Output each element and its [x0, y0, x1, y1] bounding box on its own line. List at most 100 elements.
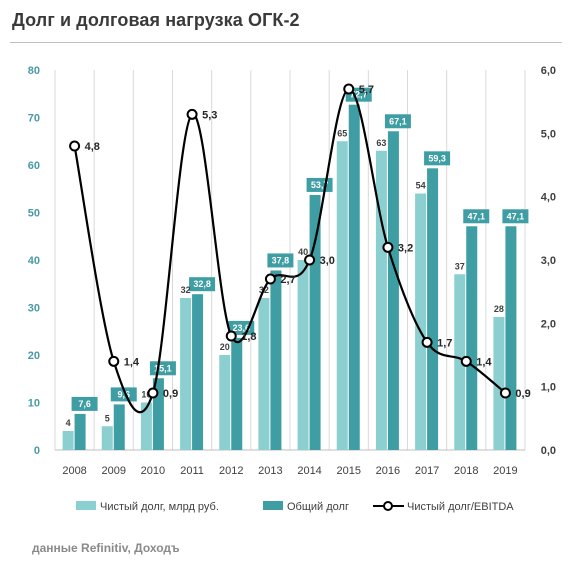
ratio-data-label: 5,7 — [359, 84, 374, 96]
y-left-tick-label: 30 — [28, 303, 40, 315]
y-right-tick-label: 2,0 — [541, 318, 556, 330]
net-debt-bar — [219, 355, 231, 450]
total-debt-bar — [231, 337, 243, 450]
net-debt-data-label: 5 — [105, 413, 110, 423]
net-debt-bar — [415, 193, 427, 450]
total-debt-data-label: 59,3 — [428, 153, 446, 163]
total-debt-bar — [348, 104, 360, 451]
x-tick-label: 2009 — [102, 465, 126, 477]
net-debt-bar — [493, 317, 505, 450]
total-debt-bar — [505, 226, 517, 450]
total-debt-label-box — [189, 277, 216, 292]
x-tick-label: 2015 — [337, 465, 361, 477]
ratio-point — [264, 273, 276, 285]
ratio-data-label: 3,2 — [398, 242, 413, 254]
net-debt-bar — [336, 141, 348, 450]
ratio-point — [421, 336, 433, 348]
total-debt-bar — [152, 378, 164, 450]
y-right-tick-label: 5,0 — [541, 128, 556, 140]
total-debt-data-label: 15,1 — [154, 363, 172, 373]
ratio-point — [460, 355, 472, 367]
net-debt-bar — [101, 426, 113, 450]
total-debt-label-box — [384, 114, 411, 129]
total-debt-bar — [387, 131, 399, 450]
y-left-tick-label: 40 — [28, 255, 40, 267]
y-right-tick-label: 6,0 — [541, 65, 556, 77]
x-tick-label: 2008 — [62, 465, 86, 477]
total-debt-data-label: 23,6 — [232, 323, 250, 333]
net-debt-bar — [258, 298, 270, 450]
legend-ratio-marker — [383, 501, 393, 511]
total-debt-bar — [113, 404, 125, 450]
total-debt-data-label: 53,7 — [311, 180, 329, 190]
total-debt-data-label: 47,1 — [467, 211, 485, 221]
title-divider — [10, 42, 562, 43]
ratio-point — [186, 108, 198, 120]
legend-ratio-label: Чистый долг/EBITDA — [407, 501, 514, 513]
ratio-point — [304, 254, 316, 266]
legend-net-debt-swatch — [76, 501, 96, 510]
total-debt-bar — [427, 168, 439, 450]
total-debt-bar — [270, 270, 282, 450]
ratio-data-label: 1,4 — [476, 356, 492, 368]
total-debt-data-label: 47,1 — [507, 211, 525, 221]
y-right-tick-label: 3,0 — [541, 255, 556, 267]
net-debt-data-label: 10 — [141, 390, 151, 400]
total-debt-label-box — [267, 253, 294, 268]
net-debt-data-label: 40 — [298, 247, 308, 257]
x-tick-label: 2013 — [258, 465, 282, 477]
net-debt-bar — [297, 260, 309, 450]
y-left-tick-label: 20 — [28, 350, 40, 362]
ratio-data-label: 0,9 — [163, 388, 178, 400]
x-tick-label: 2017 — [415, 465, 439, 477]
ratio-point — [69, 140, 81, 152]
chart-title: Долг и долговая нагрузка ОГК-2 — [12, 10, 300, 30]
y-right-tick-label: 4,0 — [541, 192, 556, 204]
net-debt-data-label: 32 — [181, 285, 191, 295]
y-left-tick-label: 60 — [28, 160, 40, 172]
net-debt-bar — [62, 431, 74, 450]
net-debt-data-label: 54 — [416, 181, 426, 191]
ratio-data-label: 4,8 — [85, 141, 100, 153]
net-debt-bar — [454, 274, 466, 450]
ratio-data-label: 1,4 — [124, 356, 140, 368]
x-tick-label: 2011 — [180, 465, 204, 477]
total-debt-bar — [192, 294, 204, 450]
legend-total-debt-swatch — [263, 501, 283, 510]
y-left-tick-label: 10 — [28, 398, 40, 410]
y-left-tick-label: 80 — [28, 65, 40, 77]
ratio-data-label: 5,3 — [202, 109, 217, 121]
net-debt-data-label: 28 — [494, 304, 504, 314]
ratio-point — [343, 83, 355, 95]
x-tick-label: 2019 — [493, 465, 517, 477]
net-debt-data-label: 20 — [220, 342, 230, 352]
total-debt-bar — [309, 194, 321, 450]
x-tick-label: 2018 — [454, 465, 478, 477]
total-debt-data-label: 67,1 — [389, 116, 407, 126]
net-debt-bar — [375, 150, 387, 450]
legend-total-debt-label: Общий долг — [287, 501, 349, 513]
ratio-data-label: 1,8 — [241, 331, 256, 343]
ratio-line — [73, 87, 507, 414]
x-tick-label: 2016 — [376, 465, 400, 477]
net-debt-data-label: 63 — [376, 138, 386, 148]
ratio-data-label: 1,7 — [437, 337, 452, 349]
y-left-tick-label: 50 — [28, 208, 40, 220]
total-debt-label-box — [110, 387, 137, 402]
ratio-data-label: 0,9 — [515, 388, 530, 400]
total-debt-data-label: 32,8 — [193, 279, 211, 289]
ratio-point — [499, 387, 511, 399]
total-debt-bar — [74, 413, 86, 450]
net-debt-data-label: 37 — [455, 261, 465, 271]
total-debt-label-box — [424, 151, 451, 166]
legend-net-debt-label: Чистый долг, млрд руб. — [100, 501, 219, 513]
total-debt-data-label: 7,6 — [78, 399, 91, 409]
ratio-point — [382, 241, 394, 253]
total-debt-bar — [466, 226, 478, 450]
total-debt-data-label: 9,6 — [117, 389, 130, 399]
y-right-tick-label: 0,0 — [541, 445, 556, 457]
net-debt-data-label: 4 — [66, 418, 71, 428]
total-debt-data-label: 72,7 — [350, 90, 368, 100]
ratio-data-label: 3,0 — [320, 255, 335, 267]
